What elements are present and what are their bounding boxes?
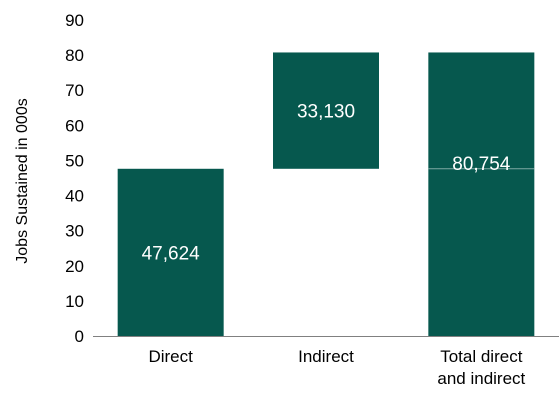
bar-value-label: 47,624 [142,243,201,264]
y-tick-label: 90 [65,11,84,30]
y-tick-label: 60 [65,116,84,135]
y-tick-label: 70 [65,81,84,100]
y-tick-label: 20 [65,257,84,276]
y-tick-label: 30 [65,222,84,241]
category-label: Direct [148,347,193,366]
y-tick-label: 40 [65,187,84,206]
bar-value-label: 80,754 [452,154,511,175]
bar [273,52,379,169]
y-tick-label: 50 [65,151,84,170]
y-axis-ticks: 0 10 20 30 40 50 60 70 80 90 [65,11,84,346]
y-tick-label: 0 [75,327,84,346]
bar [117,168,224,336]
category-labels: Direct Indirect Total direct and indirect [148,347,525,388]
category-label: Indirect [298,347,354,366]
category-label: Total direct and indirect [437,347,525,388]
y-axis-title: Jobs Sustained in 000s [14,98,31,263]
bar-value-label: 33,130 [297,102,355,123]
y-tick-label: 10 [65,292,84,311]
bars: 47,624 33,130 80,754 [117,52,535,336]
bar [428,52,535,336]
y-tick-label: 80 [65,46,84,65]
